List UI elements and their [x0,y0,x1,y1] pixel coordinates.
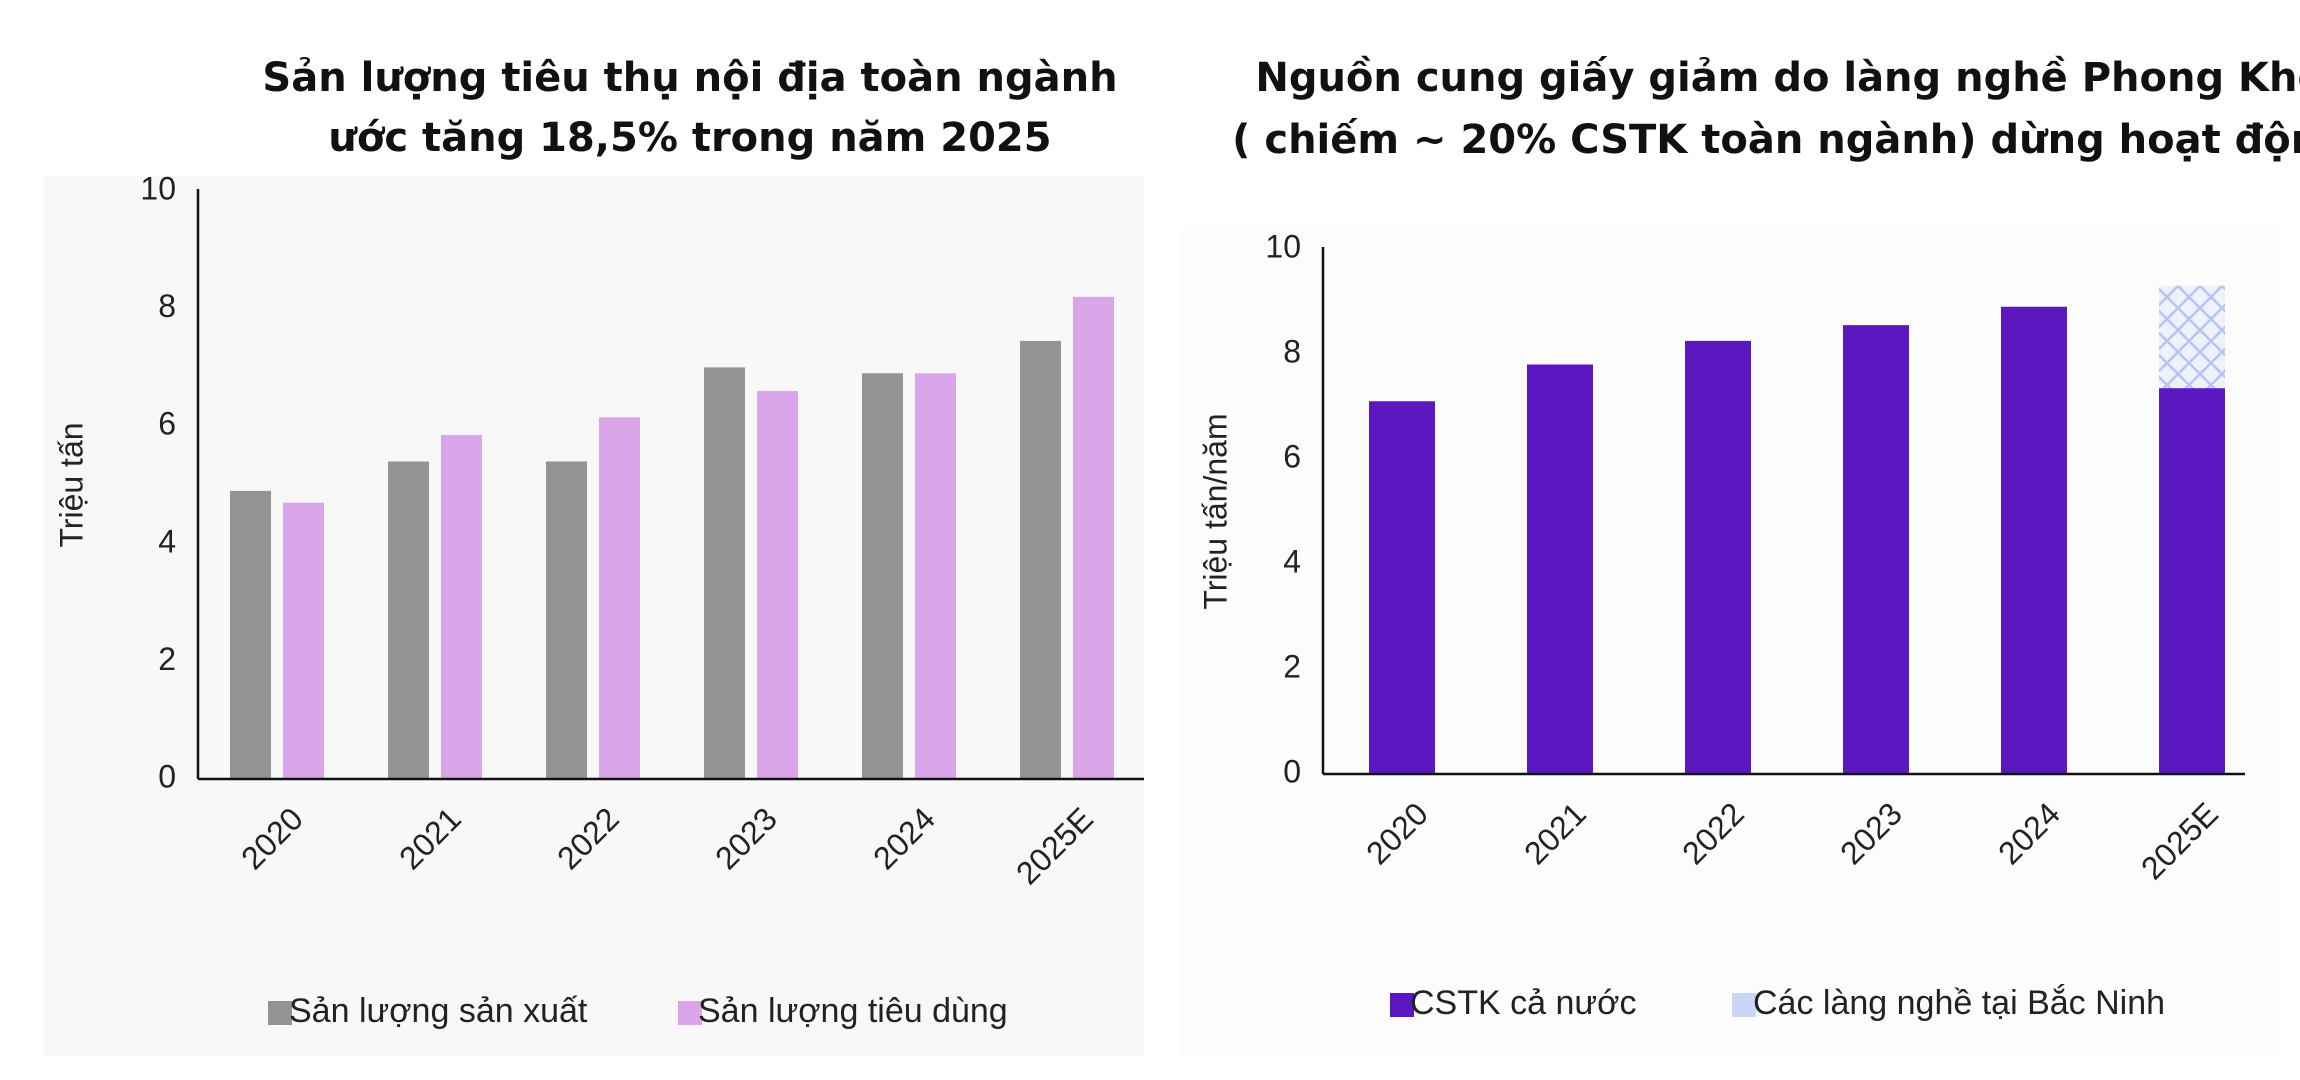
bar [915,373,956,779]
chart-title: ( chiếm ~ 20% CSTK toàn ngành) dừng hoạt… [1232,117,2300,163]
legend-label: Các làng nghề tại Bắc Ninh [1753,984,2165,1022]
bar-segment [2001,306,2067,774]
bar [441,435,482,779]
bar [546,461,587,779]
legend-swatch [268,1001,292,1025]
bar [599,417,640,779]
bar-segment [1369,401,1435,774]
bar-segment [2159,388,2225,774]
bar-segment [1527,364,1593,774]
y-tick-label: 8 [1283,333,1301,369]
bar [704,367,745,779]
bar-segment [1843,325,1909,774]
chart-title: ước tăng 18,5% trong năm 2025 [328,115,1051,161]
bar [862,373,903,779]
y-tick-label: 6 [158,406,176,442]
legend-swatch [678,1001,702,1025]
legend-swatch [1732,993,1756,1017]
y-axis-label: Triệu tấn/năm [1197,413,1233,609]
bar-segment [2159,285,2225,389]
y-tick-label: 0 [1283,753,1301,789]
y-tick-label: 4 [1283,543,1301,579]
bar-segment [1685,340,1751,774]
y-tick-label: 10 [1265,228,1301,264]
panel-background [44,176,1144,1056]
legend-label: CSTK cả nước [1410,984,1636,1022]
y-tick-label: 4 [158,523,176,559]
bar [1020,340,1061,779]
legend-swatch [1390,993,1414,1017]
y-tick-label: 0 [158,758,176,794]
y-tick-label: 6 [1283,438,1301,474]
legend-label: Sản lượng sản xuất [289,992,588,1030]
chart-title: Sản lượng tiêu thụ nội địa toàn ngành [262,55,1117,101]
bar [757,390,798,779]
legend-label: Sản lượng tiêu dùng [698,992,1008,1030]
y-axis-label: Triệu tấn [53,422,89,547]
y-tick-label: 8 [158,288,176,324]
bar [1073,296,1114,779]
chart-title: Nguồn cung giấy giảm do làng nghề Phong … [1255,55,2300,101]
bar [283,502,324,779]
y-tick-label: 10 [140,170,176,206]
y-tick-label: 2 [1283,648,1301,684]
bar [388,461,429,779]
bar [230,490,271,779]
y-tick-label: 2 [158,641,176,677]
